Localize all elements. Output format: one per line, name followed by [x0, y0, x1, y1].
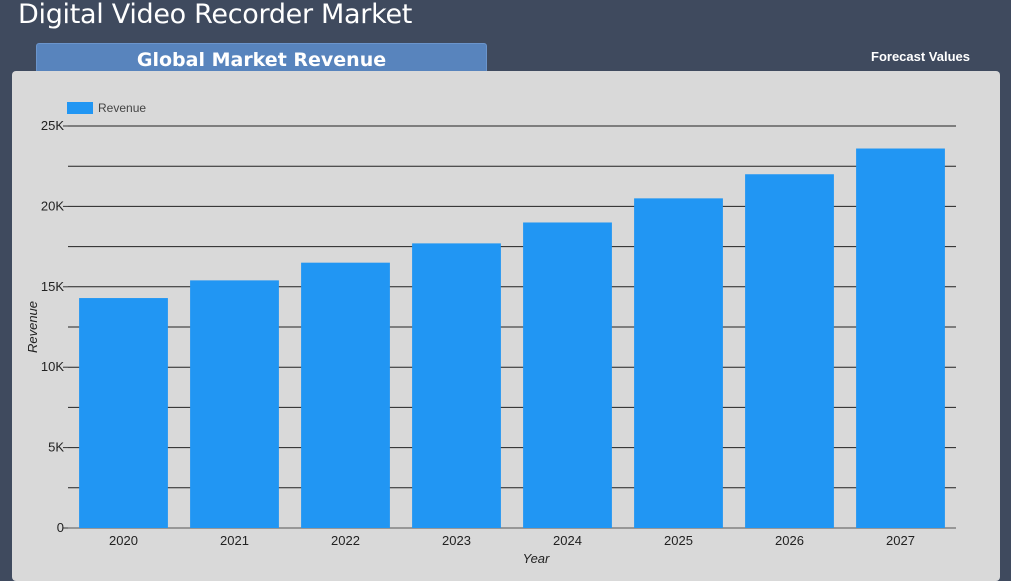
bar-2021: [190, 280, 279, 528]
tab-global-market-revenue[interactable]: Global Market Revenue: [36, 43, 487, 76]
bar-2027: [856, 148, 945, 528]
y-tick-label: 25K: [41, 118, 64, 133]
bar-2026: [745, 174, 834, 528]
x-tick-label: 2020: [109, 533, 138, 548]
bar-2025: [634, 198, 723, 529]
y-tick-label: 10K: [41, 359, 64, 374]
x-tick-label: 2022: [331, 533, 360, 548]
x-tick-label: 2026: [775, 533, 804, 548]
x-tick-label: 2025: [664, 533, 693, 548]
legend-label-revenue: Revenue: [98, 101, 147, 115]
bar-2022: [301, 262, 390, 528]
forecast-values-link[interactable]: Forecast Values: [871, 49, 970, 64]
y-tick-label: 5K: [48, 440, 64, 455]
x-tick-label: 2021: [220, 533, 249, 548]
chart-panel: Revenue 0 5K 10K 15K 20K 25K 2020 2021 2022 2023 2…: [12, 71, 1000, 581]
bar-2024: [523, 222, 612, 529]
x-tick-label: 2023: [442, 533, 471, 548]
y-tick-label: 20K: [41, 198, 64, 213]
legend-swatch: [67, 102, 93, 114]
y-tick-label: 15K: [41, 279, 64, 294]
y-axis-title: Revenue: [25, 301, 40, 353]
bar-2020: [79, 298, 168, 528]
x-axis-title: Year: [523, 551, 550, 566]
x-tick-label: 2027: [886, 533, 915, 548]
page-title: Digital Video Recorder Market: [18, 0, 413, 30]
chart-legend[interactable]: Revenue: [67, 101, 146, 115]
bar-2023: [412, 243, 501, 528]
y-tick-label: 0: [57, 520, 64, 535]
revenue-bar-chart: 0 5K 10K 15K 20K 25K 2020 2021 2022 2023 2024 2025 2…: [25, 118, 956, 566]
x-tick-label: 2024: [553, 533, 582, 548]
